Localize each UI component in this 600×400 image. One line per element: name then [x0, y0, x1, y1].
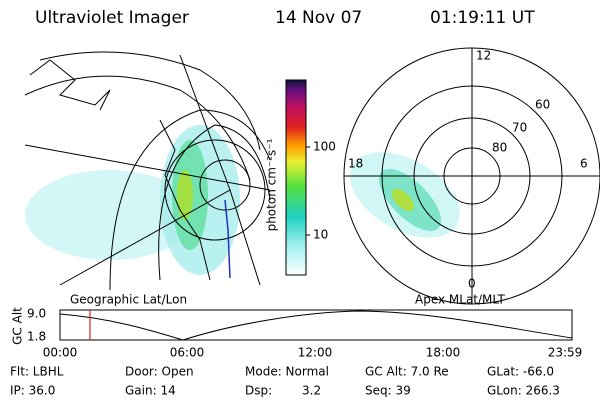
footer-field: GC Alt: 7.0 Re: [365, 365, 449, 379]
timeline-frame: [59, 309, 573, 341]
footer-field: Dsp:: [245, 384, 272, 398]
colorbar-label: photon cm⁻²s⁻¹: [265, 138, 279, 231]
polar-label: 12: [476, 49, 491, 63]
footer-field: Flt: LBHL: [10, 365, 64, 379]
timeline-xtick: 00:00: [43, 346, 78, 360]
left-caption: Geographic Lat/Lon: [70, 293, 187, 307]
footer-field: Door: Open: [125, 365, 194, 379]
polar-label: 60: [535, 98, 550, 112]
timeline-xtick: 06:00: [170, 346, 205, 360]
timeline-ylabel: GC Alt: [11, 307, 25, 345]
footer-field: Gain: 14: [125, 384, 176, 398]
timeline-xtick: 23:59: [548, 346, 583, 360]
timeline-xtick: 18:00: [426, 346, 461, 360]
geographic-map: [24, 51, 271, 291]
footer-field: 3.2: [302, 384, 321, 398]
date: 14 Nov 07: [275, 8, 362, 28]
timeline-ytick: 1.8: [27, 330, 46, 344]
altitude-curve: [59, 310, 573, 341]
title: Ultraviolet Imager: [35, 8, 189, 28]
timeline-xtick: 12:00: [298, 346, 333, 360]
colorbar-tick-label: 10: [313, 228, 328, 242]
polar-label: 18: [348, 157, 363, 171]
footer-field: IP: 36.0: [10, 384, 55, 398]
footer-field: Seq: 39: [365, 384, 411, 398]
polar-label: 0: [468, 277, 476, 291]
footer-field: Mode: Normal: [245, 365, 329, 379]
polar-map: [343, 47, 600, 305]
polar-label: 80: [492, 141, 507, 155]
polar-label: 70: [512, 121, 527, 135]
footer-field: GLat: -66.0: [487, 365, 554, 379]
footer-field: GLon: 266.3: [487, 384, 560, 398]
colorbar: [285, 79, 307, 276]
polar-label: 6: [580, 157, 588, 171]
time: 01:19:11 UT: [430, 8, 535, 28]
timeline-ytick: 9.0: [27, 307, 46, 321]
colorbar-tick-label: 100: [313, 140, 336, 154]
right-caption: Apex MLat/MLT: [415, 293, 505, 307]
